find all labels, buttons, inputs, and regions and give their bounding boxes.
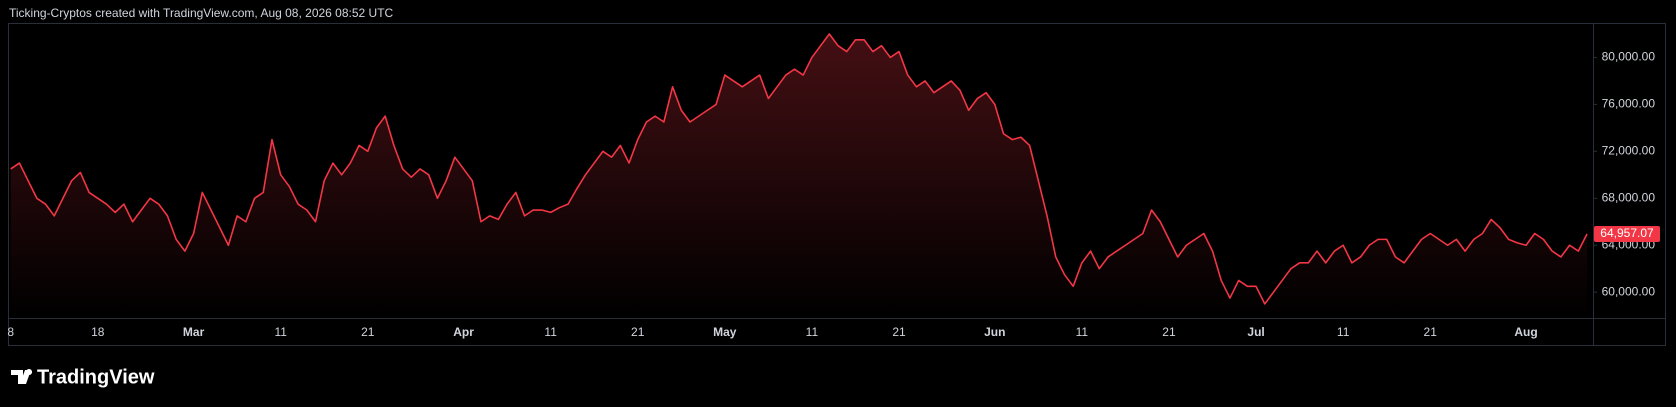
logo-text: TradingView [37, 366, 155, 388]
x-tick-label: 8 [7, 325, 14, 339]
price-line [10, 33, 1588, 305]
x-tick-label: 21 [1424, 325, 1438, 339]
x-tick-label: 11 [544, 325, 557, 339]
header: Ticking-Cryptos created with TradingView… [9, 6, 394, 20]
last-price-box [1594, 226, 1660, 243]
x-tick-label: Jun [984, 325, 1005, 339]
x-tick-label: 18 [91, 325, 105, 339]
x-tick-label: May [713, 325, 737, 339]
logo: TradingView [11, 366, 155, 388]
y-tick-label: 76,000.00 [1602, 97, 1656, 111]
y-tick-label: 72,000.00 [1602, 144, 1656, 158]
x-tick-label: Jul [1247, 325, 1264, 339]
x-tick-label: Aug [1514, 325, 1537, 339]
y-tick-label: 80,000.00 [1602, 50, 1656, 64]
x-tick-label: Apr [453, 325, 474, 339]
x-tick-label: 11 [806, 325, 819, 339]
y-tick-label: 68,000.00 [1602, 190, 1656, 204]
last-price-label: 64,957.07 [1600, 226, 1654, 240]
x-tick-label: 11 [1076, 325, 1089, 339]
x-tick-label: 11 [1337, 325, 1350, 339]
x-tick-label: 11 [274, 325, 287, 339]
area-fill [10, 33, 1588, 318]
logo-icon [11, 369, 33, 384]
y-tick-label: 60,000.00 [1602, 284, 1656, 298]
x-tick-label: 21 [361, 325, 375, 339]
x-tick-label: 21 [631, 325, 645, 339]
x-tick-label: 21 [892, 325, 906, 339]
x-tick-label: Mar [183, 325, 205, 339]
x-tick-label: 21 [1162, 325, 1176, 339]
pane-border [8, 23, 1666, 346]
